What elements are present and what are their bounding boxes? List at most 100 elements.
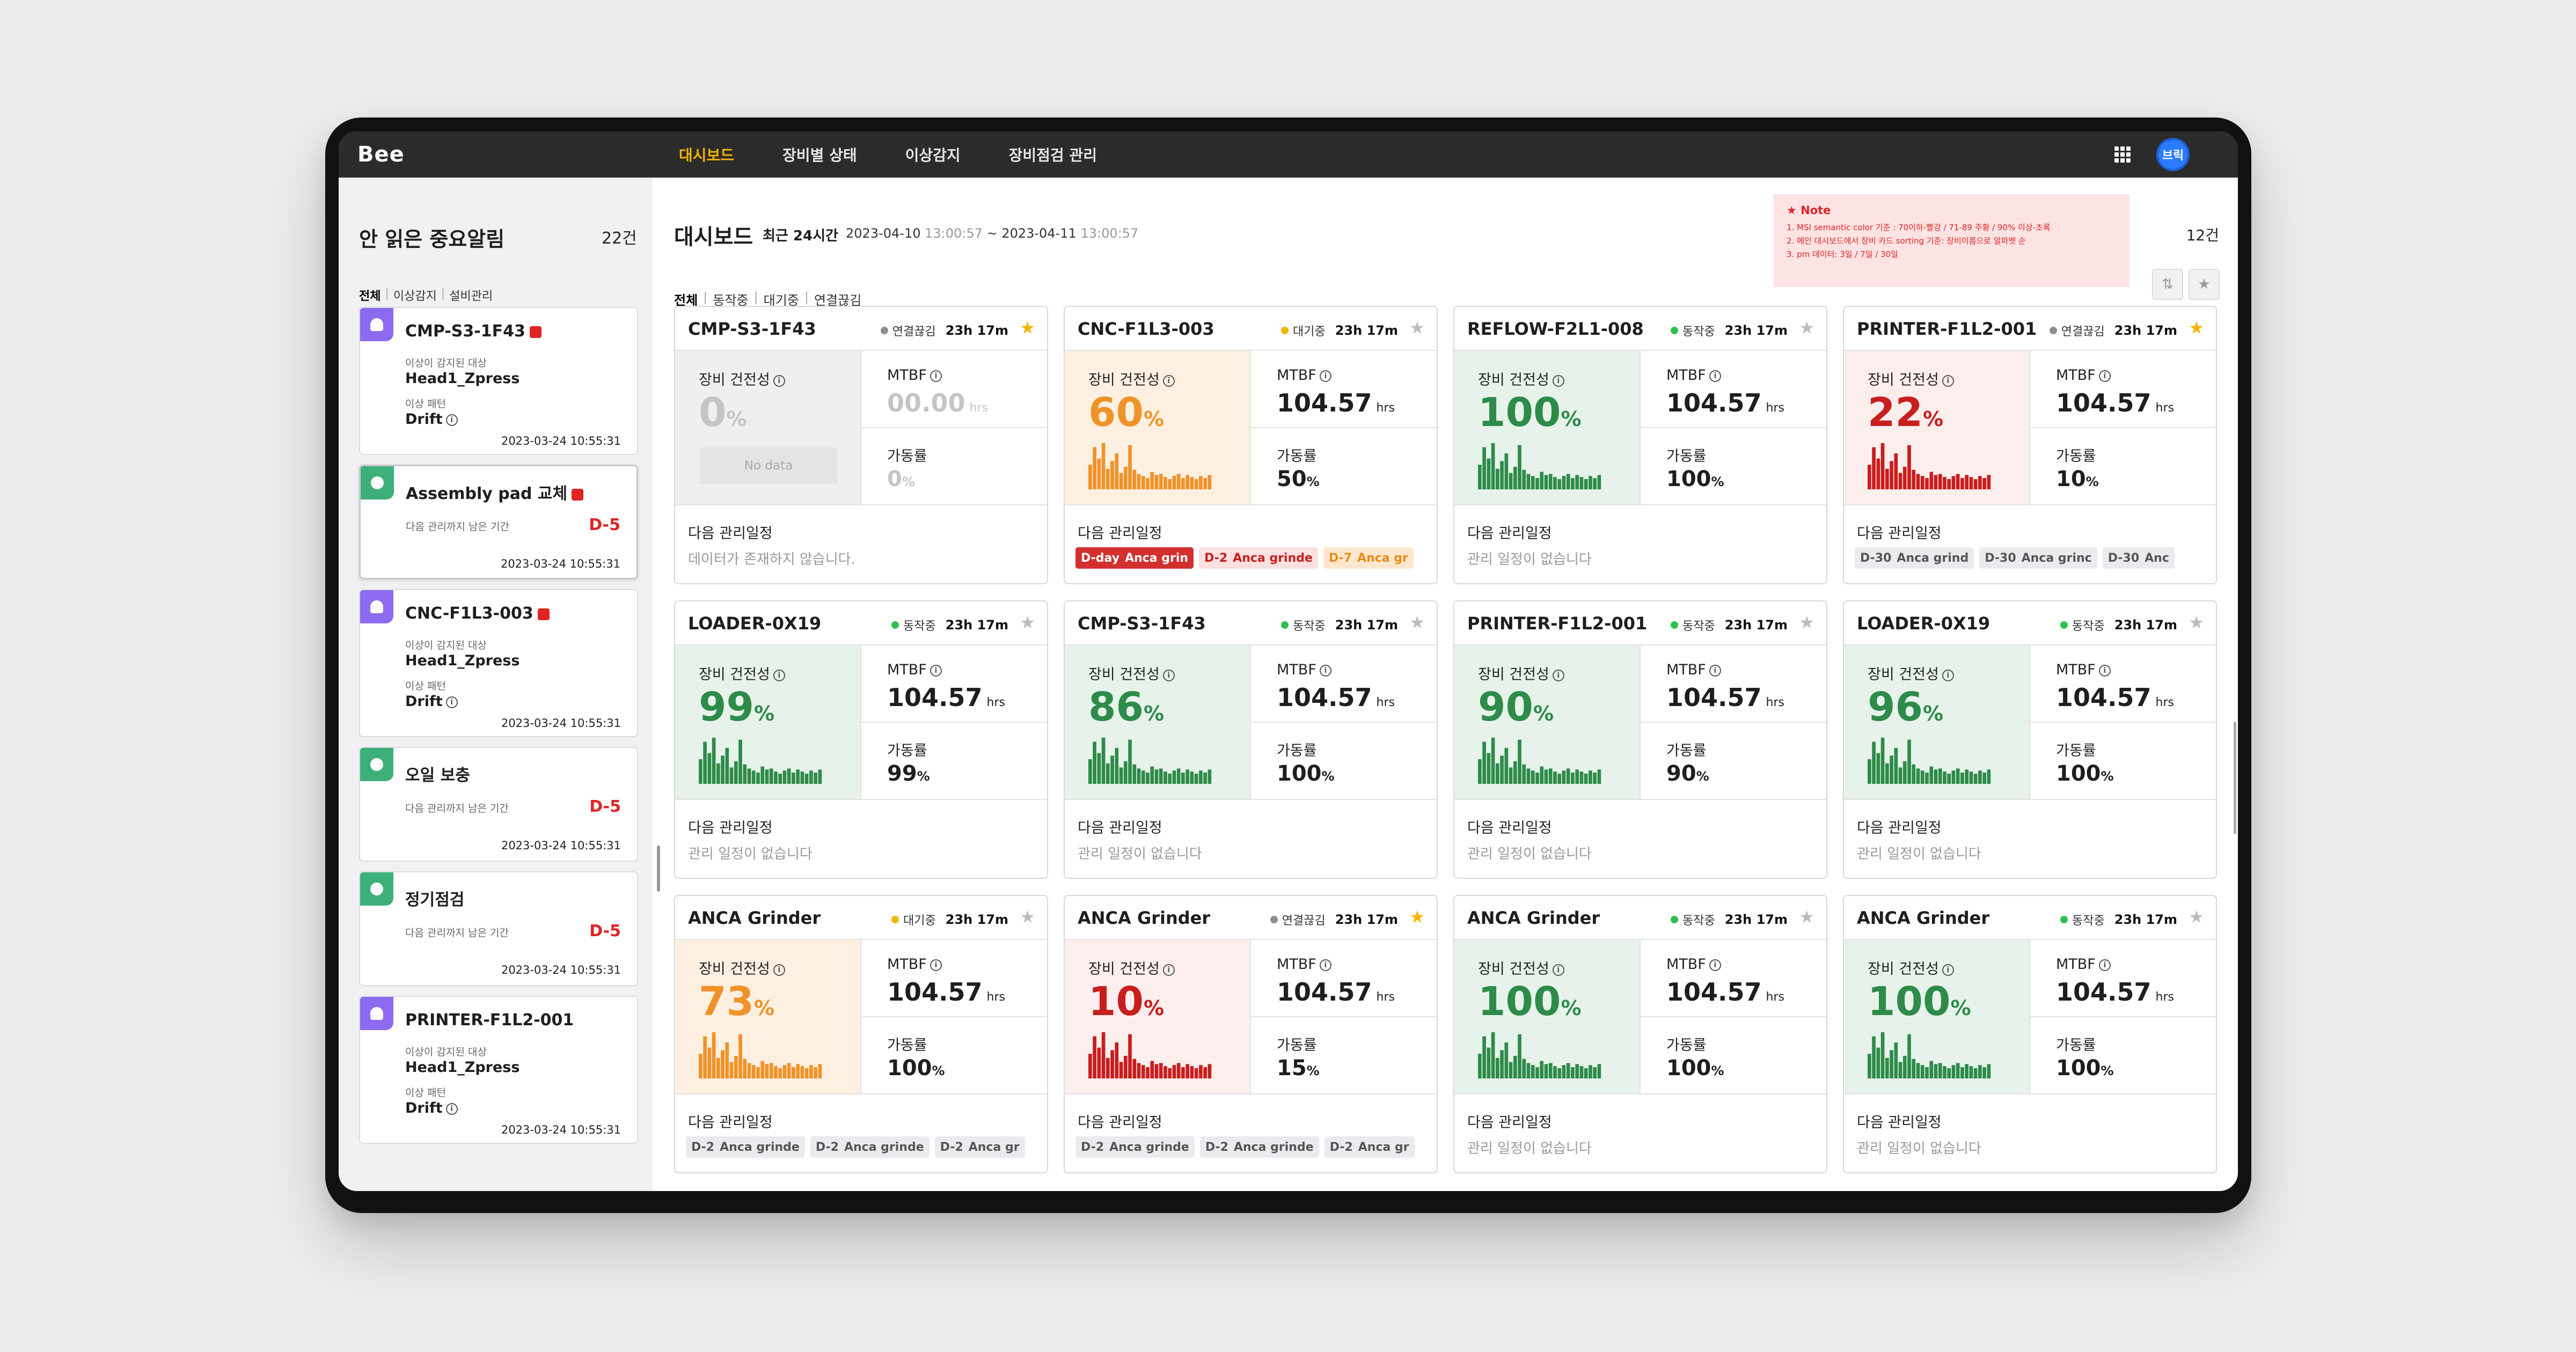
equipment-card[interactable]: CMP-S3-1F43 연결끊김 23h 17m ★ 장비 건전성 i 0% No d… [674, 306, 1048, 584]
status-indicator: 연결끊김 23h 17m [880, 322, 1008, 339]
mtbf-value: 104.57 hrs [1277, 388, 1395, 417]
info-icon[interactable]: i [445, 696, 458, 708]
alert-card[interactable]: CNC-F1L3-003 이상이 감지된 대상 Head1_Zpress 이상 … [359, 589, 638, 737]
info-icon[interactable]: i [1709, 664, 1721, 677]
info-icon[interactable]: i [1552, 964, 1564, 976]
sort-button[interactable]: ⇅ [2152, 269, 2183, 300]
nav-item-2[interactable]: 이상감지 [905, 146, 961, 164]
info-icon[interactable]: i [773, 669, 785, 681]
main-scrollbar[interactable] [2234, 722, 2236, 834]
info-icon[interactable]: i [1552, 374, 1564, 387]
info-icon[interactable]: i [1319, 959, 1331, 971]
app-logo[interactable]: Bee [357, 142, 405, 167]
info-icon[interactable]: i [1709, 370, 1721, 382]
favorite-star-icon[interactable]: ★ [1799, 907, 1814, 927]
info-icon[interactable]: i [2098, 664, 2111, 677]
info-icon[interactable]: i [1942, 964, 1954, 976]
alert-label: 다음 관리까지 남은 기간 [406, 521, 509, 533]
info-icon[interactable]: i [773, 374, 785, 387]
next-schedule-label: 다음 관리일정 [688, 820, 773, 836]
info-icon[interactable]: i [930, 664, 942, 677]
info-icon[interactable]: i [1162, 374, 1175, 387]
info-icon[interactable]: i [1709, 959, 1721, 971]
favorite-star-icon[interactable]: ★ [2189, 318, 2204, 338]
sidebar-filter-0[interactable]: 전체 [359, 290, 381, 303]
schedule-tag[interactable]: D-2 Anca gr [934, 1136, 1025, 1158]
info-icon[interactable]: i [1319, 664, 1331, 677]
alert-card[interactable]: 오일 보충 다음 관리까지 남은 기간 D-5 2023-03-24 10:55… [359, 747, 638, 862]
favorite-star-icon[interactable]: ★ [2189, 907, 2204, 927]
equipment-card[interactable]: ANCA Grinder 동작중 23h 17m ★ 장비 건전성 i 100% M… [1843, 895, 2217, 1173]
alert-card[interactable]: PRINTER-F1L2-001 이상이 감지된 대상 Head1_Zpress… [359, 996, 638, 1144]
info-icon[interactable]: i [2098, 959, 2111, 971]
sidebar-filter-2[interactable]: 설비관리 [449, 290, 493, 303]
schedule-tag[interactable]: D-2 Anca grinde [810, 1136, 930, 1158]
info-icon[interactable]: i [773, 964, 785, 976]
info-icon[interactable]: i [1942, 374, 1954, 387]
schedule-tag[interactable]: D-30 Anca grind [1855, 547, 1974, 569]
nav-item-3[interactable]: 장비점검 관리 [1008, 146, 1097, 164]
status-filter-0[interactable]: 전체 [674, 293, 698, 308]
info-icon[interactable]: i [1319, 370, 1331, 382]
equipment-card[interactable]: LOADER-0X19 동작중 23h 17m ★ 장비 건전성 i 96% MTB… [1843, 600, 2217, 879]
favorite-star-icon[interactable]: ★ [1409, 612, 1425, 633]
health-label: 장비 건전성 i [699, 663, 785, 684]
favorite-filter-button[interactable]: ★ [2189, 269, 2220, 300]
period-label[interactable]: 최근 24시간 [763, 228, 838, 244]
user-avatar[interactable]: 브릭 [2156, 138, 2190, 171]
schedule-tag[interactable]: D-30 Anca grinc [1979, 547, 2097, 569]
equipment-card[interactable]: PRINTER-F1L2-001 연결끊김 23h 17m ★ 장비 건전성 i 2… [1843, 306, 2217, 584]
info-icon[interactable]: i [1552, 669, 1564, 681]
equipment-card[interactable]: ANCA Grinder 동작중 23h 17m ★ 장비 건전성 i 100% M… [1453, 895, 1827, 1173]
status-indicator: 동작중 23h 17m [1671, 322, 1788, 339]
alert-card[interactable]: CMP-S3-1F43 이상이 감지된 대상 Head1_Zpress 이상 패… [359, 307, 638, 455]
equipment-card[interactable]: REFLOW-F2L1-008 동작중 23h 17m ★ 장비 건전성 i 100… [1453, 306, 1827, 584]
schedule-tag[interactable]: D-2 Anca grinde [1199, 1136, 1319, 1158]
favorite-star-icon[interactable]: ★ [1409, 318, 1425, 338]
sidebar-filter-1[interactable]: 이상감지 [393, 290, 437, 303]
favorite-star-icon[interactable]: ★ [1799, 318, 1814, 338]
schedule-tag[interactable]: D-2 Anca grinde [1075, 1136, 1195, 1158]
equipment-card[interactable]: PRINTER-F1L2-001 동작중 23h 17m ★ 장비 건전성 i 90… [1453, 600, 1827, 879]
info-icon[interactable]: i [1162, 964, 1175, 976]
health-value: 73% [699, 979, 775, 1025]
favorite-star-icon[interactable]: ★ [2189, 612, 2204, 633]
equipment-card[interactable]: CNC-F1L3-003 대기중 23h 17m ★ 장비 건전성 i 60% MT… [1064, 306, 1438, 584]
equipment-name: CMP-S3-1F43 [688, 319, 816, 339]
status-filter-2[interactable]: 대기중 [763, 293, 799, 308]
info-icon[interactable]: i [930, 370, 942, 382]
info-icon[interactable]: i [1162, 669, 1175, 681]
status-filter-1[interactable]: 동작중 [713, 293, 749, 308]
alert-date: 2023-03-24 10:55:31 [500, 557, 620, 570]
alert-card[interactable]: 정기점검 다음 관리까지 남은 기간 D-5 2023-03-24 10:55:… [359, 871, 638, 986]
favorite-star-icon[interactable]: ★ [1409, 907, 1425, 927]
equipment-card[interactable]: ANCA Grinder 대기중 23h 17m ★ 장비 건전성 i 73% MT… [674, 895, 1048, 1173]
uptime-label: 가동률 [887, 1037, 927, 1054]
sidebar-scrollbar[interactable] [657, 846, 660, 892]
favorite-star-icon[interactable]: ★ [1020, 318, 1035, 338]
apps-grid-icon[interactable] [2114, 146, 2131, 163]
schedule-tag[interactable]: D-2 Anca grinde [1199, 547, 1318, 569]
equipment-card[interactable]: ANCA Grinder 연결끊김 23h 17m ★ 장비 건전성 i 10% M… [1064, 895, 1438, 1173]
favorite-star-icon[interactable]: ★ [1020, 907, 1035, 927]
alert-card[interactable]: Assembly pad 교체 다음 관리까지 남은 기간 D-5 2023-0… [359, 465, 638, 579]
equipment-card[interactable]: CMP-S3-1F43 동작중 23h 17m ★ 장비 건전성 i 86% MTB… [1064, 600, 1438, 879]
schedule-tag[interactable]: D-30 Anc [2102, 547, 2175, 569]
schedule-tag[interactable]: D-2 Anca gr [1324, 1136, 1415, 1158]
info-icon[interactable]: i [445, 414, 458, 426]
schedule-tag[interactable]: D-7 Anca gr [1323, 547, 1414, 569]
favorite-star-icon[interactable]: ★ [1020, 612, 1035, 633]
info-icon[interactable]: i [930, 959, 942, 971]
info-icon[interactable]: i [1942, 669, 1954, 681]
nav-item-0[interactable]: 대시보드 [679, 146, 735, 164]
nav-item-1[interactable]: 장비별 상태 [782, 146, 857, 164]
equipment-card[interactable]: LOADER-0X19 동작중 23h 17m ★ 장비 건전성 i 99% MTB… [674, 600, 1048, 879]
schedule-tag[interactable]: D-2 Anca grinde [686, 1136, 805, 1158]
info-icon[interactable]: i [445, 1103, 458, 1115]
schedule-tag[interactable]: D-day Anca grin [1075, 547, 1194, 569]
info-icon[interactable]: i [2098, 370, 2111, 382]
status-filter-3[interactable]: 연결끊김 [814, 293, 862, 308]
favorite-star-icon[interactable]: ★ [1799, 612, 1814, 633]
card-metrics: 장비 건전성 i 100% MTBF i 104.57 hrs 가동률 100% [1454, 939, 1826, 1094]
date-range[interactable]: 2023-04-10 13:00:57 ~ 2023-04-11 13:00:5… [846, 226, 1139, 241]
